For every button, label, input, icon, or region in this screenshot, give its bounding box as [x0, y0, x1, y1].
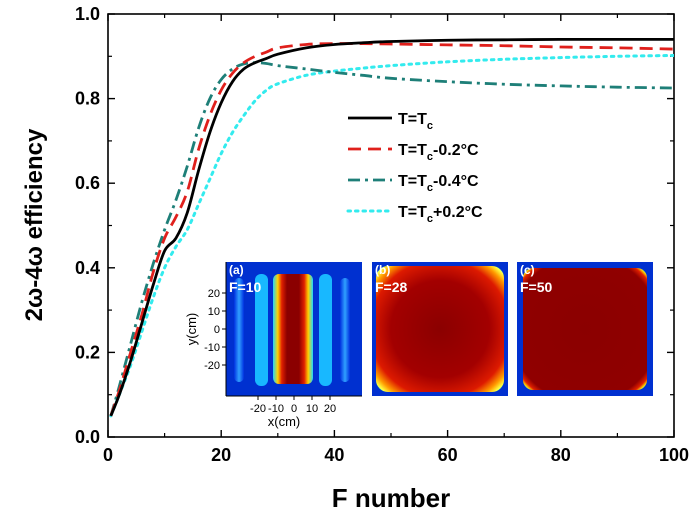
legend-label-0: T=Tc	[398, 111, 433, 132]
inset-y-tick-label: -20	[204, 360, 220, 372]
inset-tag: (a)	[229, 263, 244, 277]
inset-x-tick-label: 10	[306, 403, 318, 415]
legend-label-suffix: -0.4°C	[433, 173, 479, 190]
inset-sideband	[255, 274, 268, 386]
legend-label-main: T=T	[398, 111, 427, 128]
y-tick-label: 0.6	[75, 173, 100, 193]
legend-label-3: T=Tc+0.2°C	[398, 204, 483, 225]
x-tick-label: 40	[324, 445, 344, 465]
x-tick-label: 80	[551, 445, 571, 465]
inset-x-tick-label: 20	[324, 403, 336, 415]
inset-f-label: F=50	[520, 279, 553, 295]
inset-x-tick-label: -20	[250, 403, 266, 415]
series-line-1	[109, 42, 674, 417]
inset-beam	[376, 266, 504, 392]
inset-sideband	[340, 278, 350, 382]
y-tick-label: 1.0	[75, 4, 100, 24]
legend: T=TcT=Tc-0.2°CT=Tc-0.4°CT=Tc+0.2°C	[346, 111, 483, 225]
inset-beam	[523, 268, 647, 390]
inset-tag: (b)	[375, 263, 390, 277]
inset-sideband	[234, 278, 244, 382]
legend-label-main: T=T	[398, 204, 427, 221]
y-tick-label: 0.0	[75, 427, 100, 447]
x-axis-title: F number	[332, 483, 450, 513]
inset-x-tick-label: -10	[268, 403, 284, 415]
series-line-3	[109, 53, 674, 418]
x-tick-label: 100	[659, 445, 689, 465]
inset-x-title: x(cm)	[268, 414, 301, 429]
x-tick-label: 0	[103, 445, 113, 465]
legend-label-subscript: c	[427, 151, 433, 163]
inset-f-label: F=10	[229, 279, 262, 295]
series-layer	[109, 37, 674, 418]
series-line-2	[109, 61, 674, 417]
legend-label-subscript: c	[427, 213, 433, 225]
series-line-0	[109, 37, 674, 417]
y-tick-label: 0.8	[75, 89, 100, 109]
legend-label-1: T=Tc-0.2°C	[398, 142, 479, 163]
inset-panels: (a)F=10-20 -10 0 10 2020100-10-20x(cm)y(cm)(…	[184, 262, 653, 429]
x-tick-label: 60	[438, 445, 458, 465]
x-tick-label: 20	[211, 445, 231, 465]
inset-panel-2: (c) F=50	[517, 262, 653, 396]
legend-label-suffix: +0.2°C	[433, 204, 483, 221]
y-axis-title: 2ω-4ω efficiency	[21, 128, 48, 321]
inset-y-title: y(cm)	[184, 313, 199, 346]
inset-y-tick-label: 10	[208, 306, 220, 318]
inset-f-label: F=28	[375, 279, 408, 295]
inset-y-tick-label: 0	[214, 324, 220, 336]
inset-tag: (c)	[520, 263, 535, 277]
legend-label-subscript: c	[427, 120, 433, 132]
legend-label-suffix: -0.2°C	[433, 142, 479, 159]
inset-y-tick-label: 20	[208, 288, 220, 300]
legend-label-main: T=T	[398, 142, 427, 159]
y-tick-label: 0.4	[75, 258, 100, 278]
inset-panel-1: (b) F=28	[372, 262, 508, 396]
legend-label-subscript: c	[427, 182, 433, 194]
y-tick-label: 0.2	[75, 342, 100, 362]
inset-sideband	[319, 274, 332, 386]
legend-label-2: T=Tc-0.4°C	[398, 173, 479, 194]
inset-main-bar	[273, 274, 313, 384]
inset-x-tick-label: 0	[291, 403, 297, 415]
legend-label-main: T=T	[398, 173, 427, 190]
inset-y-tick-label: -10	[204, 342, 220, 354]
